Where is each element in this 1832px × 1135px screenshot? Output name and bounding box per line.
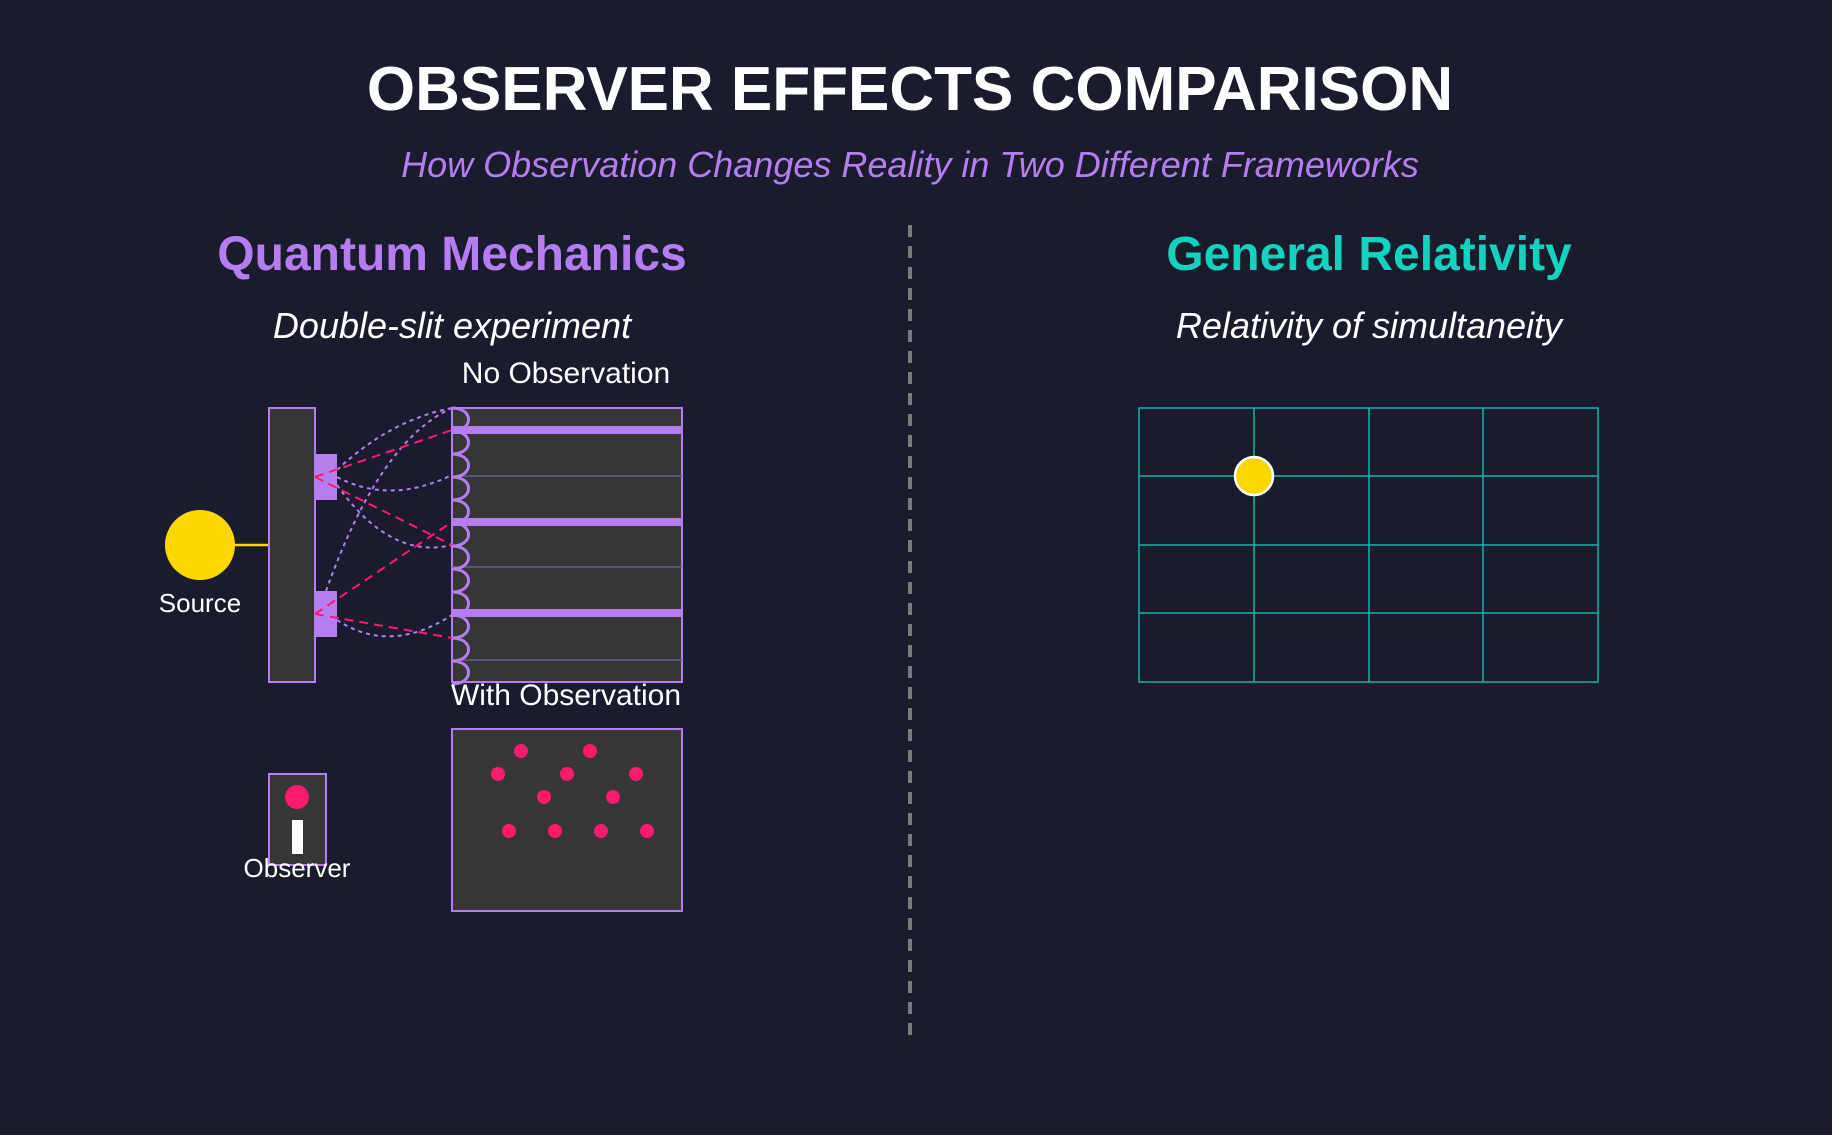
- particle-hit: [502, 824, 516, 838]
- no-observation-label: No Observation: [462, 357, 670, 390]
- observer-label: Observer: [244, 853, 351, 883]
- particle-hit: [491, 767, 505, 781]
- interference-band: [452, 518, 682, 526]
- particle-hit: [560, 767, 574, 781]
- source-label: Source: [159, 588, 241, 618]
- particle-hit: [640, 824, 654, 838]
- main-title: OBSERVER EFFECTS COMPARISON: [367, 55, 1453, 124]
- particle-hit: [583, 744, 597, 758]
- quantum-subheading: Double-slit experiment: [273, 305, 633, 346]
- slit-barrier: [268, 407, 316, 683]
- event-marker: [1233, 455, 1275, 497]
- particle-paths: [314, 429, 453, 639]
- particle-hit: [548, 824, 562, 838]
- main-subtitle: How Observation Changes Reality in Two D…: [401, 144, 1419, 185]
- particle-hit: [514, 744, 528, 758]
- with-observation-label: With Observation: [451, 679, 681, 712]
- wave-paths: [325, 407, 453, 638]
- particle-hit: [606, 790, 620, 804]
- relativity-subheading: Relativity of simultaneity: [1176, 305, 1564, 346]
- interference-screen: [451, 407, 683, 683]
- interference-band: [452, 426, 682, 434]
- source-icon: [165, 510, 235, 580]
- upper-slit: [315, 454, 337, 500]
- particle-hit: [629, 767, 643, 781]
- observer-icon: [268, 773, 327, 866]
- quantum-heading: Quantum Mechanics: [217, 228, 686, 281]
- particle-screen: [451, 728, 683, 912]
- relativity-heading: General Relativity: [1166, 228, 1572, 281]
- particle-hit: [537, 790, 551, 804]
- particle-hit: [594, 824, 608, 838]
- spacetime-grid: [1138, 407, 1599, 683]
- interference-band: [452, 609, 682, 617]
